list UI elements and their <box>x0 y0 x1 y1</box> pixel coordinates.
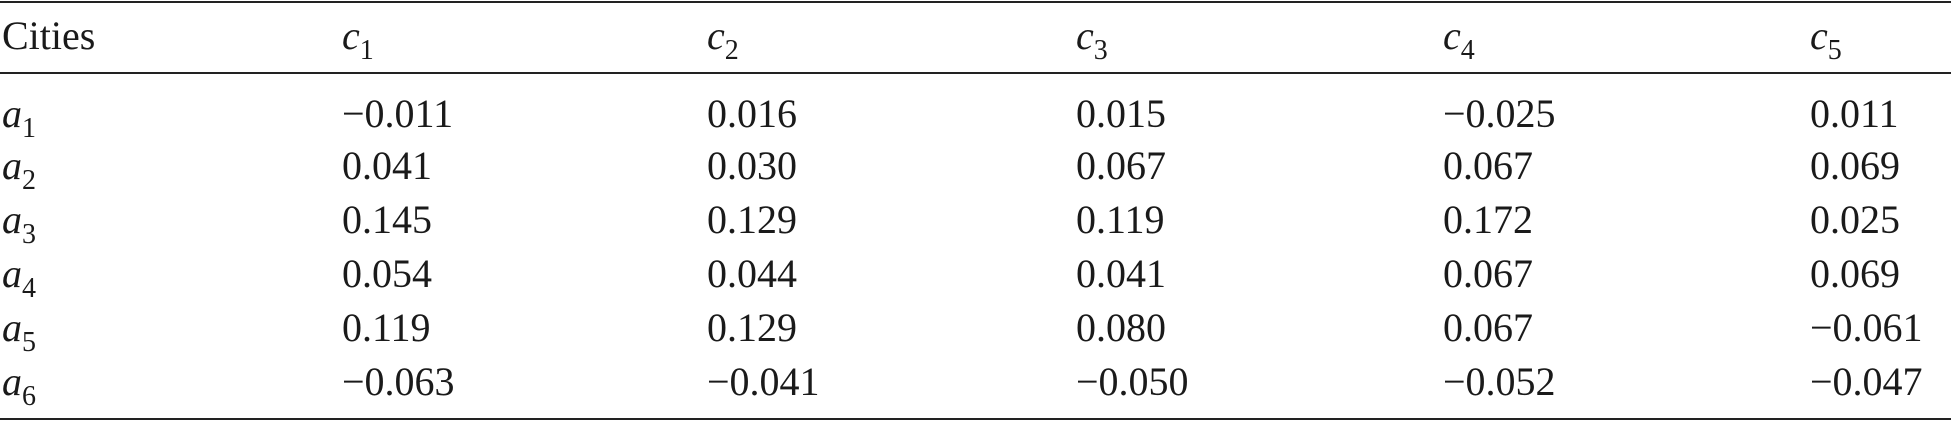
table-cell: 0.069 <box>1810 143 1900 188</box>
table-cell: 0.080 <box>1076 305 1166 350</box>
header-rule <box>0 72 1951 74</box>
table-cell: 0.069 <box>1810 251 1900 296</box>
header-cell: c4 <box>1443 13 1475 65</box>
table-cell: 0.067 <box>1443 143 1533 188</box>
header-cell-base: c <box>1443 13 1461 58</box>
header-cell: Cities <box>2 16 95 56</box>
header-cell: c1 <box>342 13 374 65</box>
table-cell: 0.015 <box>1076 91 1166 136</box>
row-label-subscript: 6 <box>22 381 36 412</box>
table-cell: 0.025 <box>1810 197 1900 242</box>
table-cell: −0.063 <box>342 359 455 404</box>
table-cell: 0.011 <box>1810 91 1899 136</box>
row-label-base: a <box>2 251 22 296</box>
row-label-base: a <box>2 143 22 188</box>
top-rule <box>0 1 1951 3</box>
header-cell-subscript: 1 <box>359 35 374 66</box>
table-cell: 0.129 <box>707 305 797 350</box>
row-label: a3 <box>2 197 36 249</box>
header-cell-base: c <box>1076 13 1094 58</box>
table-cell: −0.011 <box>342 91 454 136</box>
table-cell: −0.041 <box>707 359 820 404</box>
table-cell: 0.041 <box>1076 251 1166 296</box>
row-label-subscript: 1 <box>22 113 36 144</box>
row-label-base: a <box>2 91 22 136</box>
table-cell: 0.041 <box>342 143 432 188</box>
row-label-subscript: 3 <box>22 219 36 250</box>
table-cell: 0.172 <box>1443 197 1533 242</box>
row-label: a1 <box>2 91 36 143</box>
table-cell: −0.052 <box>1443 359 1556 404</box>
table-cell: 0.067 <box>1076 143 1166 188</box>
header-cell: c2 <box>707 13 739 65</box>
header-cell-base: c <box>342 13 360 58</box>
row-label: a5 <box>2 305 36 357</box>
table-cell: 0.119 <box>342 305 431 350</box>
table-cell: 0.044 <box>707 251 797 296</box>
table-cell: 0.145 <box>342 197 432 242</box>
table-cell: 0.054 <box>342 251 432 296</box>
bottom-rule <box>0 418 1951 420</box>
row-label: a6 <box>2 359 36 411</box>
header-cell-base: c <box>707 13 725 58</box>
table-cell: −0.047 <box>1810 359 1923 404</box>
row-label-subscript: 2 <box>22 165 36 196</box>
table-cell: 0.067 <box>1443 251 1533 296</box>
table-cell: 0.016 <box>707 91 797 136</box>
table-cell: 0.129 <box>707 197 797 242</box>
row-label-base: a <box>2 197 22 242</box>
row-label-subscript: 4 <box>22 273 36 304</box>
table-cell: −0.025 <box>1443 91 1556 136</box>
table-cell: −0.050 <box>1076 359 1189 404</box>
row-label-subscript: 5 <box>22 327 36 358</box>
header-cell-subscript: 3 <box>1093 35 1108 66</box>
header-cell-base: c <box>1810 13 1828 58</box>
table-cell: −0.061 <box>1810 305 1923 350</box>
header-cell-subscript: 4 <box>1460 35 1475 66</box>
row-label-base: a <box>2 305 22 350</box>
table-cell: 0.119 <box>1076 197 1165 242</box>
header-cell-base: Cities <box>2 13 96 58</box>
row-label: a4 <box>2 251 36 303</box>
header-cell-subscript: 2 <box>724 35 739 66</box>
row-label: a2 <box>2 143 36 195</box>
header-cell-subscript: 5 <box>1827 35 1842 66</box>
header-cell: c5 <box>1810 13 1842 65</box>
table-cell: 0.030 <box>707 143 797 188</box>
table-cell: 0.067 <box>1443 305 1533 350</box>
row-label-base: a <box>2 359 22 404</box>
header-cell: c3 <box>1076 13 1108 65</box>
